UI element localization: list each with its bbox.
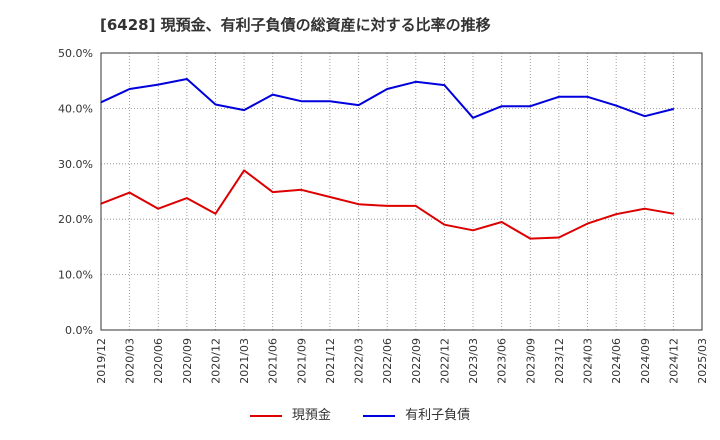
y-tick-label: 50.0% — [58, 47, 93, 60]
y-tick-label: 30.0% — [58, 158, 93, 171]
legend-swatch-cash — [249, 414, 282, 417]
x-tick-label: 2025/03 — [696, 338, 709, 384]
data-point — [186, 197, 188, 199]
data-point — [128, 88, 131, 90]
x-tick-label: 2023/09 — [524, 338, 537, 384]
x-tick-label: 2024/06 — [610, 338, 623, 384]
x-tick-label: 2021/12 — [324, 338, 337, 384]
y-axis-tick-labels: 0.0% 10.0% 20.0% 30.0% 40.0% 50.0% — [58, 47, 93, 337]
x-tick-label: 2019/12 — [95, 338, 108, 384]
legend-item-debt: 有利子負債 — [363, 404, 470, 423]
data-point — [357, 203, 360, 206]
x-tick-label: 2020/09 — [181, 338, 194, 384]
data-point — [386, 205, 388, 207]
x-tick-label: 2021/06 — [267, 338, 280, 384]
data-point — [329, 100, 331, 102]
x-tick-label: 2022/09 — [410, 338, 423, 384]
data-point — [672, 108, 675, 110]
data-point — [443, 223, 446, 226]
data-point — [558, 236, 560, 239]
data-point — [243, 109, 245, 111]
data-point — [329, 196, 331, 198]
data-point — [243, 169, 245, 172]
plot-frame — [100, 52, 703, 331]
x-tick-label: 2024/12 — [667, 338, 680, 384]
legend-item-cash: 現預金 — [249, 404, 331, 423]
data-point — [472, 229, 474, 232]
data-point — [128, 191, 131, 194]
x-tick-label: 2020/06 — [152, 338, 165, 384]
data-point — [443, 84, 446, 86]
data-point — [157, 83, 160, 86]
grid-lines — [101, 53, 702, 330]
y-tick-label: 40.0% — [58, 102, 93, 115]
legend: 現預金 有利子負債 — [0, 404, 720, 423]
data-point — [214, 212, 217, 215]
data-point — [357, 104, 360, 106]
y-tick-label: 10.0% — [58, 269, 93, 282]
x-tick-label: 2022/06 — [381, 338, 394, 384]
x-tick-label: 2023/06 — [496, 338, 509, 384]
data-point — [300, 189, 303, 191]
x-tick-label: 2020/12 — [209, 338, 222, 384]
data-point — [586, 95, 589, 98]
data-point — [558, 95, 560, 98]
data-point — [271, 191, 274, 193]
data-point — [500, 105, 503, 107]
data-point — [500, 221, 503, 223]
data-point — [643, 207, 646, 210]
chart-title: [6428] 現預金、有利子負債の総資産に対する比率の推移 — [100, 16, 491, 34]
y-tick-label: 20.0% — [58, 213, 93, 226]
legend-label-cash: 現預金 — [291, 408, 331, 423]
x-tick-label: 2023/12 — [553, 338, 566, 384]
x-axis-tick-labels: 2019/12 2020/03 2020/06 2020/09 2020/12 2021/… — [95, 338, 709, 384]
x-tick-label: 2023/03 — [467, 338, 480, 384]
data-point — [300, 100, 303, 102]
data-point — [672, 212, 675, 215]
legend-swatch-debt — [363, 414, 396, 417]
data-point — [529, 105, 532, 107]
data-point — [186, 78, 188, 80]
data-point — [214, 103, 217, 106]
x-tick-label: 2022/03 — [353, 338, 366, 384]
x-tick-label: 2024/09 — [639, 338, 652, 384]
legend-label-debt: 有利子負債 — [405, 408, 471, 423]
data-point — [271, 93, 274, 96]
x-tick-label: 2021/09 — [295, 338, 308, 384]
data-point — [529, 237, 532, 240]
data-point — [415, 81, 417, 83]
data-point — [415, 205, 417, 207]
data-point — [643, 115, 646, 117]
x-tick-label: 2022/12 — [438, 338, 451, 384]
series-lines — [100, 78, 675, 240]
y-tick-label: 0.0% — [65, 324, 93, 337]
data-point — [586, 222, 589, 225]
series-line-cash — [100, 169, 674, 240]
x-tick-label: 2020/03 — [124, 338, 137, 384]
data-point — [472, 117, 474, 119]
data-point — [386, 88, 388, 90]
x-tick-label: 2024/03 — [582, 338, 595, 384]
data-point — [615, 104, 617, 107]
data-point — [615, 213, 617, 216]
data-point — [157, 207, 160, 210]
x-tick-label: 2021/03 — [238, 338, 251, 384]
